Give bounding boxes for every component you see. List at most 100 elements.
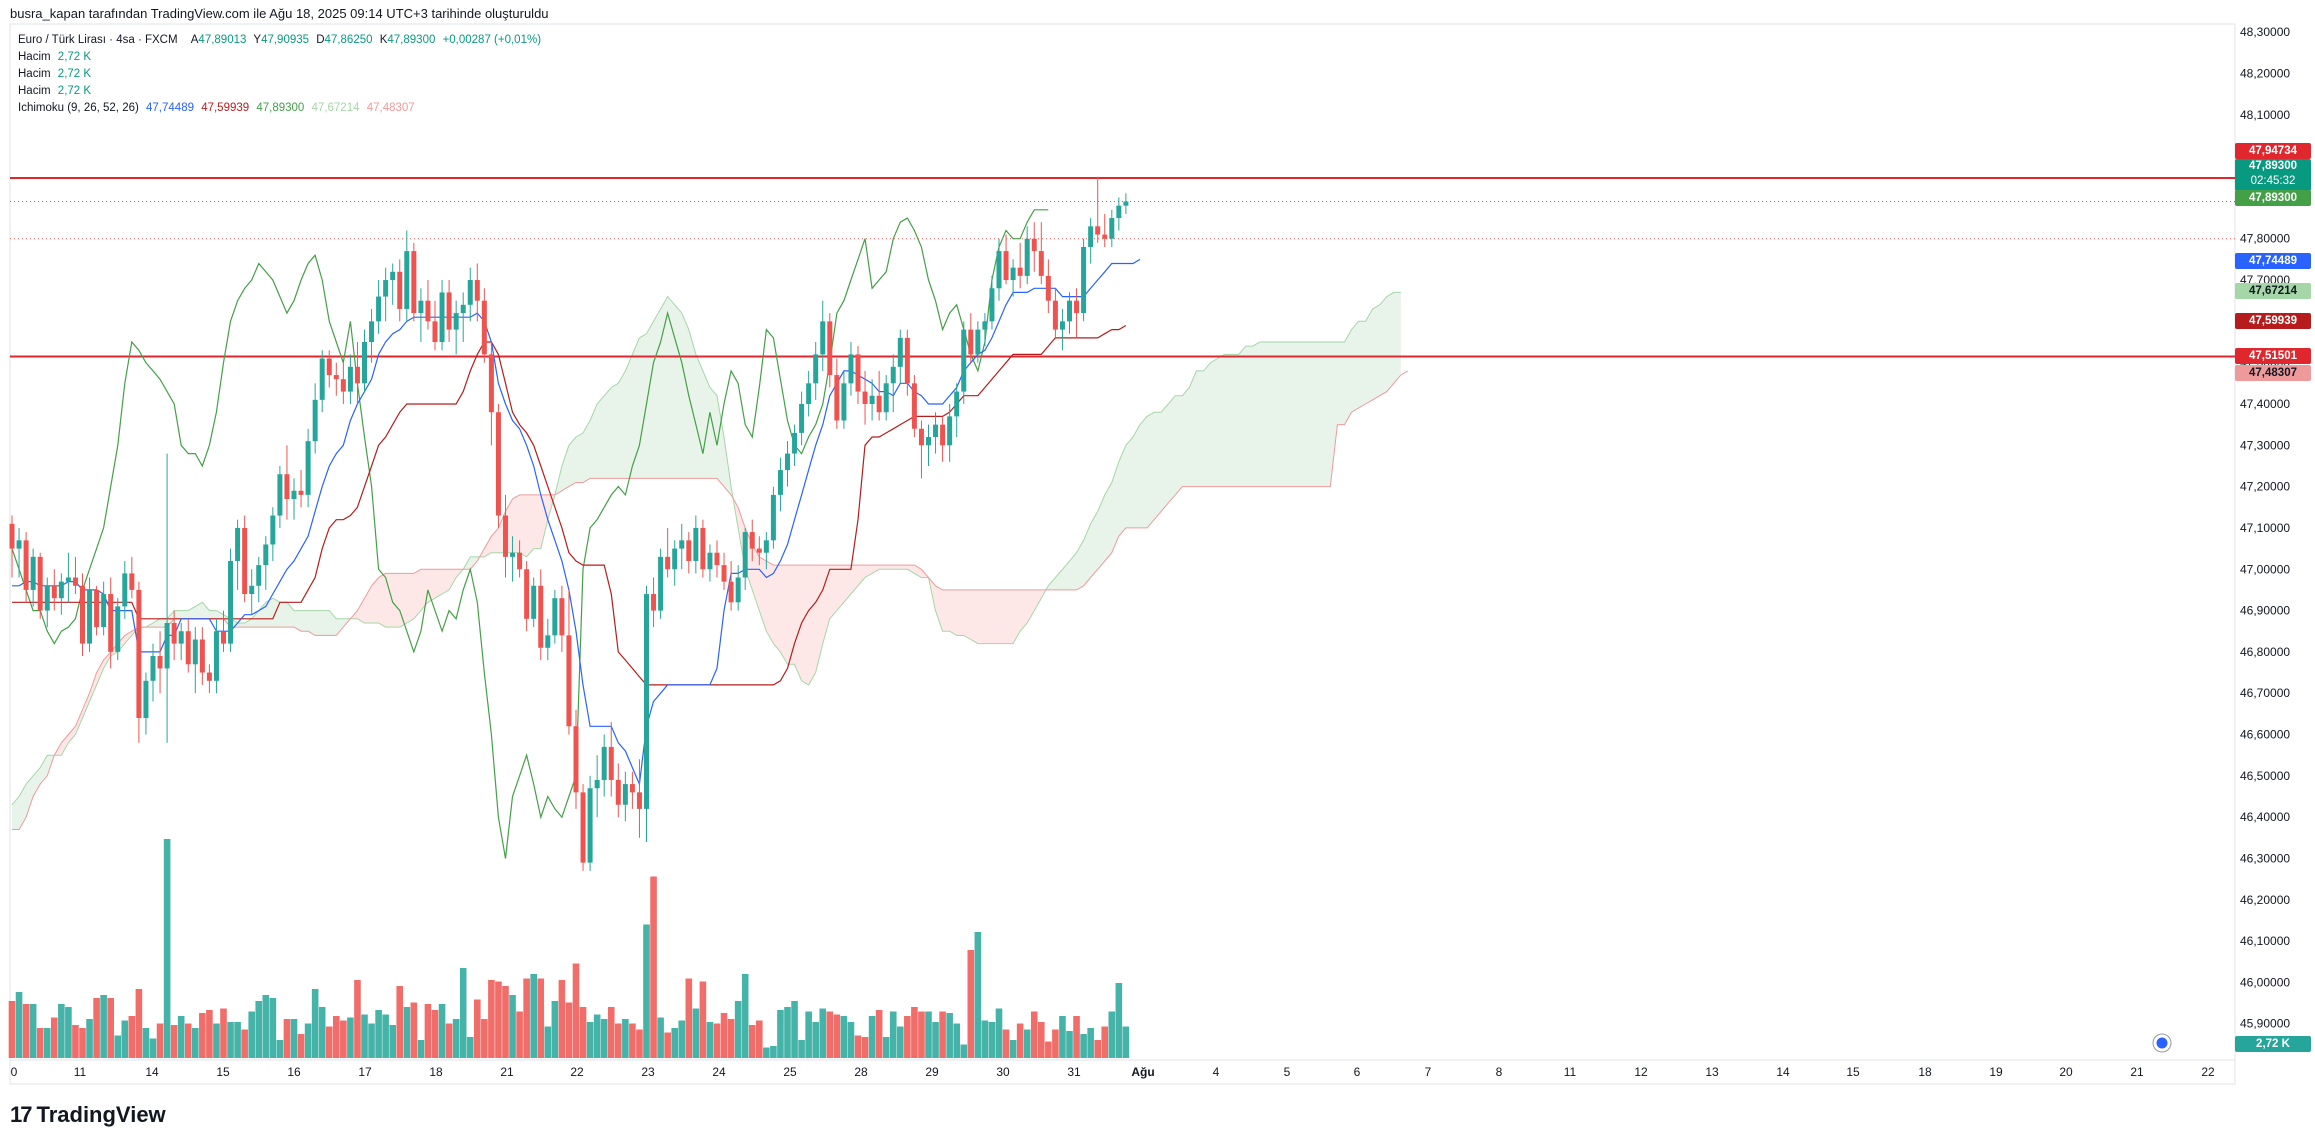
cloud-segment (1020, 589, 1028, 632)
volume-bar (347, 1017, 354, 1058)
volume-bar (615, 1023, 622, 1058)
candle-body (397, 271, 403, 309)
candle (827, 313, 833, 388)
cloud-segment (688, 329, 696, 479)
candle-body (136, 589, 142, 718)
cloud-segment (1006, 589, 1014, 644)
compare-icon[interactable] (2152, 1033, 2172, 1053)
volume-bar (988, 1022, 996, 1058)
cloud-segment (794, 565, 802, 681)
legend-volume-label: Hacim (18, 85, 51, 97)
candle (770, 486, 776, 549)
cloud-segment (1266, 342, 1274, 487)
candle (221, 610, 226, 652)
cloud-segment (195, 602, 203, 619)
candle (926, 424, 931, 466)
legend-open: 47,89013 (198, 34, 247, 46)
legend-volume-row[interactable]: Hacim 2,72 K (18, 51, 95, 63)
price-axis-tick: 48,20000 (2240, 66, 2290, 80)
legend-ichimoku-row[interactable]: Ichimoku (9, 26, 52, 26) 47,74489 47,599… (18, 102, 419, 114)
candle-body (94, 589, 100, 628)
time-axis-tick: 11 (74, 1065, 87, 1079)
candle (347, 354, 353, 404)
candle-body (820, 321, 826, 355)
candle (312, 383, 318, 454)
candle-body (636, 792, 642, 809)
price-axis-tick: 46,50000 (2240, 769, 2290, 783)
legend-volume-value: 2,72 K (57, 85, 92, 97)
cloud-segment (1083, 523, 1091, 586)
candle-body (594, 779, 600, 789)
volume-bar (897, 1026, 904, 1058)
candle-body (347, 366, 353, 392)
candle-body (58, 581, 64, 599)
cloud-segment (829, 565, 837, 619)
price-axis-tick: 47,30000 (2240, 438, 2290, 452)
legend-volume-row[interactable]: Hacim 2,72 K (18, 85, 95, 97)
volume-bar (911, 1007, 918, 1058)
candle-body (813, 354, 819, 384)
candle (199, 627, 205, 685)
candle (1010, 259, 1016, 297)
candle-body (65, 577, 71, 582)
volume-bar (227, 1022, 234, 1058)
cloud-segment (1034, 589, 1042, 611)
candle-body (192, 639, 198, 665)
candle (143, 672, 149, 735)
candle (185, 618, 191, 673)
cloud-segment (632, 337, 640, 479)
tradingview-logo[interactable]: 17 TradingView (10, 1102, 166, 1128)
candle (644, 585, 649, 842)
cloud-segment (1203, 362, 1211, 487)
candle-body (742, 532, 748, 578)
candle-body (862, 391, 868, 404)
cloud-segment (1161, 403, 1169, 512)
time-axis-tick: 19 (1989, 1065, 2003, 1079)
cloud-segment (406, 573, 414, 623)
span-a-price-tag: 47,67214 (2235, 283, 2311, 299)
price-axis: 48,3000048,2000048,1000048,0000047,90000… (2240, 25, 2290, 1031)
candle (481, 288, 487, 363)
volume-bar (882, 1037, 890, 1058)
volume-bar (1030, 1011, 1038, 1058)
candle-body (1102, 234, 1108, 239)
volume-bar (121, 1020, 129, 1058)
legend-volume-row[interactable]: Hacim 2,72 K (18, 68, 95, 80)
cloud-segment (427, 569, 435, 603)
candle (30, 548, 36, 607)
volume-bar (770, 1046, 777, 1058)
volume-bar (530, 974, 537, 1058)
cloud-segment (1386, 292, 1394, 392)
candle (820, 300, 826, 371)
candle-body (305, 441, 311, 495)
span-a-line (11, 291, 1401, 806)
cloud-segment (1111, 461, 1119, 553)
cloud-segment (357, 598, 365, 623)
price-axis-tick: 46,80000 (2240, 645, 2290, 659)
candle-body (785, 453, 790, 471)
candle (333, 362, 339, 396)
candle-body (143, 680, 149, 718)
time-axis-tick: 22 (570, 1065, 584, 1079)
legend-symbol[interactable]: Euro / Türk Lirası · 4sa · FXCM (18, 34, 178, 46)
cloud-segment (181, 610, 189, 619)
candle (418, 288, 424, 343)
legend-ichimoku-lagging: 47,89300 (256, 102, 305, 114)
candle (601, 734, 607, 797)
candle (411, 242, 417, 322)
candle (686, 532, 692, 574)
candle-body (651, 594, 657, 611)
cloud-segment (540, 494, 548, 549)
candle (1109, 209, 1115, 247)
conversion-line (12, 258, 1141, 787)
candle-body (122, 573, 128, 607)
cloud-segment (174, 610, 182, 619)
cloud-segment (808, 565, 816, 685)
candle-body (23, 540, 29, 590)
volume-bar (861, 1037, 869, 1058)
volume-bar (763, 1047, 770, 1058)
candle-body (897, 337, 903, 367)
volume-bar (1073, 1016, 1080, 1058)
price-axis-tick: 48,30000 (2240, 25, 2290, 39)
